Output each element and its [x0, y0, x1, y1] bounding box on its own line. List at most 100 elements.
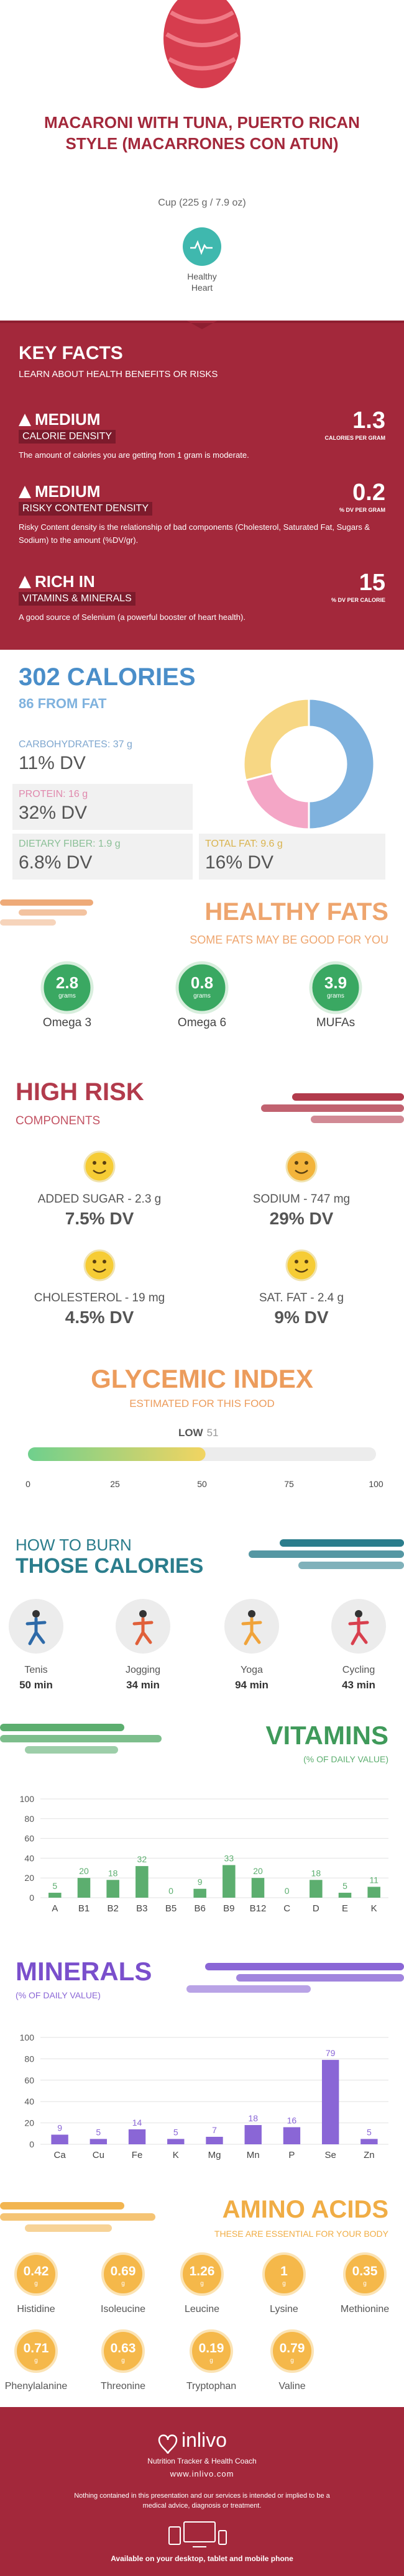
risk-face-eye [93, 1260, 96, 1263]
food-image-stripes [165, 10, 239, 71]
amino-unit: g [34, 2357, 38, 2364]
pie-slice [308, 698, 375, 831]
bar [321, 2060, 339, 2144]
value-label: 5 [52, 1881, 57, 1891]
amino-value: 1 [280, 2264, 288, 2278]
fact-name: CALORIE DENSITY [19, 430, 116, 444]
bar [128, 2129, 146, 2144]
amino-circle [14, 2329, 58, 2373]
amino-name: Threonine [100, 2381, 146, 2392]
y-tick-label: 100 [20, 2032, 35, 2042]
risk-label: SODIUM - 747 mg [252, 1193, 351, 1206]
amino-unit: g [209, 2357, 213, 2364]
x-tick-label: Cu [93, 2150, 104, 2160]
activity-head [139, 1610, 147, 1618]
section-subtitle: (% OF DAILY VALUE) [303, 1754, 388, 1764]
fact-icon [19, 576, 31, 588]
x-tick-label: P [288, 2150, 295, 2160]
value-label: 32 [137, 1854, 147, 1864]
section-subtitle: ESTIMATED FOR THIS FOOD [129, 1398, 275, 1409]
fat-circle [40, 961, 94, 1014]
bar [244, 2125, 262, 2144]
nutrient-label: CARBOHYDRATES: 37 g [19, 739, 132, 750]
nutrient-box [199, 834, 385, 880]
amino-unit: g [290, 2357, 294, 2364]
amino-value: 0.69 [110, 2264, 136, 2278]
value-label: 5 [96, 2127, 101, 2137]
fat-name: Omega 3 [42, 1016, 92, 1029]
fat-value: 2.8 [55, 973, 79, 992]
fat-circle [309, 961, 362, 1014]
x-tick-label: Ca [54, 2150, 67, 2160]
value-label: 20 [253, 1866, 263, 1876]
activity-time: 94 min [235, 1679, 269, 1691]
value-label: 5 [173, 2127, 178, 2137]
risk-face-eye [305, 1260, 308, 1263]
x-tick-label: 25 [110, 1479, 120, 1489]
pie-slice [244, 772, 310, 831]
footer-url: www.inlivo.com [170, 2469, 234, 2478]
value-label: 18 [311, 1868, 321, 1878]
amino-circle [190, 2329, 233, 2373]
devices-icon [168, 2521, 227, 2547]
badge-icon [183, 227, 221, 266]
activity-time: 50 min [19, 1679, 53, 1691]
x-tick-label: K [371, 1903, 377, 1914]
x-tick-label: Fe [132, 2150, 143, 2160]
nutrient-box [12, 784, 193, 830]
amino-value: 0.19 [198, 2341, 224, 2355]
activity-figure [132, 1617, 154, 1645]
y-tick-label: 40 [24, 2096, 34, 2106]
activity-head [355, 1610, 362, 1618]
bar [167, 2139, 185, 2144]
y-tick-label: 20 [24, 2118, 34, 2128]
amino-name: Leucine [184, 2304, 220, 2314]
value-label: 33 [224, 1854, 234, 1864]
section-subtitle: HOW TO BURN [16, 1536, 132, 1554]
section-stripes [261, 1093, 404, 1123]
nutrient-box [12, 834, 193, 880]
section-title: 302 CALORIES [19, 663, 196, 691]
bar [367, 1886, 380, 1898]
nutrient-dv: 16% DV [205, 852, 274, 873]
fact-description: The amount of calories you are getting f… [19, 450, 249, 460]
amino-name: Methionine [340, 2304, 390, 2314]
section-title: HIGH RISK [16, 1078, 144, 1106]
section-stripes [186, 1963, 404, 1993]
value-label: 7 [212, 2125, 217, 2135]
fat-unit: grams [58, 993, 76, 999]
risk-face-mouth [93, 1268, 106, 1273]
section-subtitle: THESE ARE ESSENTIAL FOR YOUR BODY [214, 2229, 388, 2239]
activity-name: Yoga [241, 1665, 263, 1675]
section-title: KEY FACTS [19, 343, 123, 363]
y-tick-label: 60 [24, 2075, 34, 2085]
risk-face [285, 1150, 318, 1183]
nutrient-label: PROTEIN: 16 g [19, 789, 88, 799]
value-label: 16 [287, 2115, 297, 2125]
gauge-rating: LOW [178, 1427, 204, 1439]
value-label: 0 [285, 1886, 290, 1896]
x-tick-label: B3 [136, 1903, 147, 1914]
risk-face [285, 1249, 318, 1281]
nutrient-label: TOTAL FAT: 9.6 g [205, 839, 283, 849]
x-tick-label: B5 [165, 1903, 177, 1914]
risk-label: SAT. FAT - 2.4 g [259, 1291, 344, 1304]
x-tick-label: B9 [223, 1903, 234, 1914]
x-tick-label: Mg [208, 2150, 221, 2160]
gauge-value: 51 [207, 1427, 219, 1439]
nutrient-label: DIETARY FIBER: 1.9 g [19, 839, 121, 849]
section-title: GLYCEMIC INDEX [91, 1364, 313, 1393]
amino-unit: g [121, 2357, 125, 2364]
activity-time: 34 min [126, 1679, 160, 1691]
fat-value: 0.8 [190, 973, 214, 992]
x-tick-label: 50 [197, 1479, 207, 1489]
section-subtitle: LEARN ABOUT HEALTH BENEFITS OR RISKS [19, 369, 218, 380]
amino-name: Histidine [17, 2304, 55, 2314]
section-stripes [249, 1539, 404, 1569]
value-label: 9 [57, 2123, 62, 2133]
y-tick-label: 100 [20, 1794, 35, 1804]
fact-value: 0.2 [352, 480, 385, 506]
fat-name: MUFAs [316, 1016, 356, 1029]
gauge-fill [28, 1447, 206, 1461]
